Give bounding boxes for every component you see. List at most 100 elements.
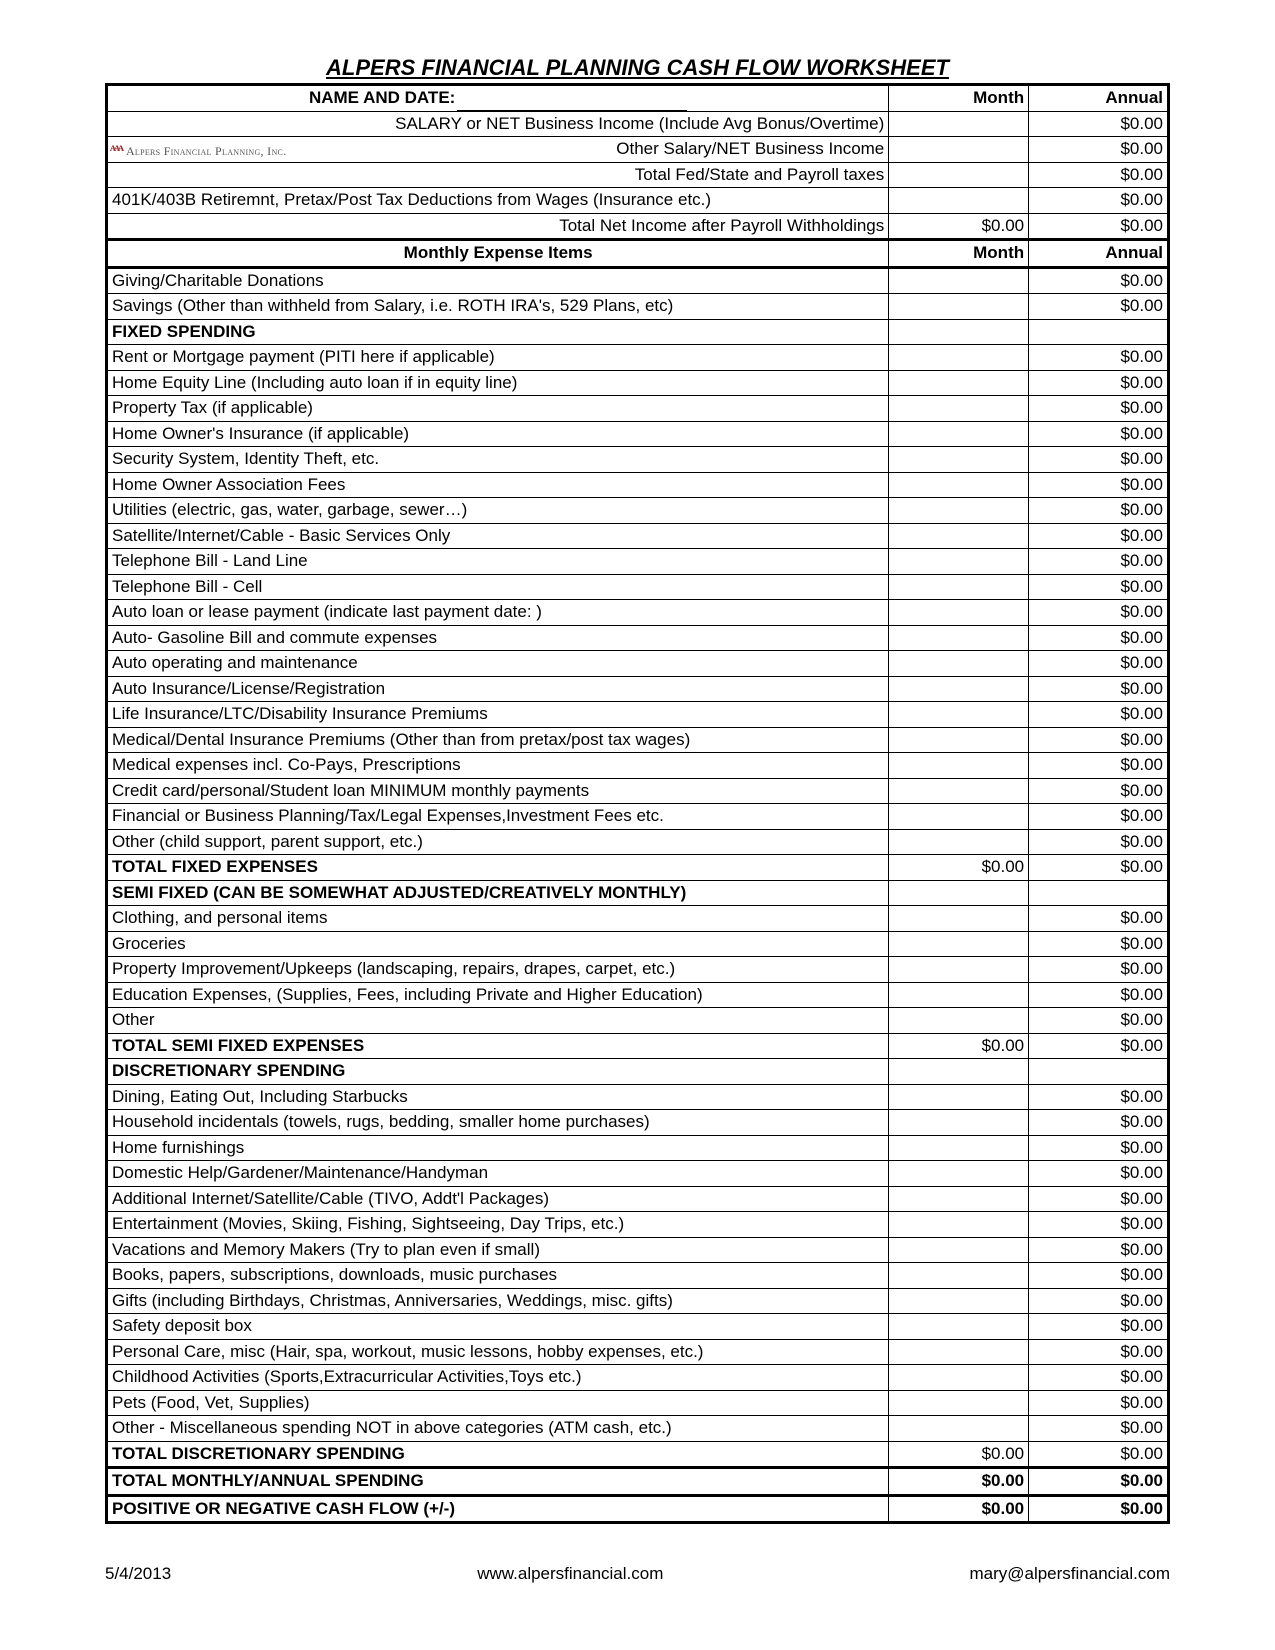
row-annual	[1029, 1059, 1169, 1085]
row-annual: $0.00	[1029, 778, 1169, 804]
name-date-label: NAME AND DATE:	[107, 85, 889, 112]
row-label: Entertainment (Movies, Skiing, Fishing, …	[107, 1212, 889, 1238]
row-month: $0.00	[889, 1441, 1029, 1468]
row-annual: $0.00	[1029, 625, 1169, 651]
row-annual: $0.00	[1029, 294, 1169, 320]
row-month	[889, 523, 1029, 549]
row-month	[889, 727, 1029, 753]
row-annual: $0.00	[1029, 396, 1169, 422]
row-label: Home Owner's Insurance (if applicable)	[107, 421, 889, 447]
row-annual: $0.00	[1029, 498, 1169, 524]
income-month: $0.00	[889, 213, 1029, 240]
header-annual: Annual	[1029, 85, 1169, 112]
page-footer: 5/4/2013 www.alpersfinancial.com mary@al…	[105, 1564, 1170, 1584]
row-label: Auto Insurance/License/Registration	[107, 676, 889, 702]
row-annual: $0.00	[1029, 1186, 1169, 1212]
row-month	[889, 498, 1029, 524]
row-month	[889, 1263, 1029, 1289]
row-month	[889, 574, 1029, 600]
row-month	[889, 753, 1029, 779]
row-label: TOTAL SEMI FIXED EXPENSES	[107, 1033, 889, 1059]
row-month	[889, 549, 1029, 575]
row-month	[889, 472, 1029, 498]
row-annual: $0.00	[1029, 600, 1169, 626]
row-month	[889, 1008, 1029, 1034]
income-annual: $0.00	[1029, 137, 1169, 163]
row-annual: $0.00	[1029, 345, 1169, 371]
row-month	[889, 957, 1029, 983]
row-label: Home furnishings	[107, 1135, 889, 1161]
row-annual: $0.00	[1029, 1365, 1169, 1391]
row-annual: $0.00	[1029, 370, 1169, 396]
row-annual: $0.00	[1029, 447, 1169, 473]
row-label: Safety deposit box	[107, 1314, 889, 1340]
row-annual	[1029, 880, 1169, 906]
row-annual: $0.00	[1029, 931, 1169, 957]
footer-date: 5/4/2013	[105, 1564, 171, 1584]
row-annual: $0.00	[1029, 1441, 1169, 1468]
row-label: Vacations and Memory Makers (Try to plan…	[107, 1237, 889, 1263]
row-month	[889, 600, 1029, 626]
row-label: Rent or Mortgage payment (PITI here if a…	[107, 345, 889, 371]
income-month	[889, 111, 1029, 137]
row-annual: $0.00	[1029, 702, 1169, 728]
row-label: FIXED SPENDING	[107, 319, 889, 345]
row-label: Childhood Activities (Sports,Extracurric…	[107, 1365, 889, 1391]
income-annual: $0.00	[1029, 162, 1169, 188]
row-month: $0.00	[889, 1033, 1029, 1059]
row-month	[889, 1059, 1029, 1085]
row-label: Security System, Identity Theft, etc.	[107, 447, 889, 473]
row-annual: $0.00	[1029, 804, 1169, 830]
row-label: TOTAL MONTHLY/ANNUAL SPENDING	[107, 1468, 889, 1496]
row-label: TOTAL FIXED EXPENSES	[107, 855, 889, 881]
row-annual: $0.00	[1029, 651, 1169, 677]
row-label: Auto- Gasoline Bill and commute expenses	[107, 625, 889, 651]
expense-header-label: Monthly Expense Items	[107, 240, 889, 268]
row-month	[889, 880, 1029, 906]
row-label: Telephone Bill - Cell	[107, 574, 889, 600]
row-month	[889, 396, 1029, 422]
row-month	[889, 625, 1029, 651]
row-month	[889, 1161, 1029, 1187]
row-month	[889, 1339, 1029, 1365]
row-month	[889, 651, 1029, 677]
row-annual: $0.00	[1029, 982, 1169, 1008]
row-month	[889, 447, 1029, 473]
row-month	[889, 931, 1029, 957]
row-annual: $0.00	[1029, 957, 1169, 983]
row-annual: $0.00	[1029, 1212, 1169, 1238]
row-label: Home Owner Association Fees	[107, 472, 889, 498]
row-label: Satellite/Internet/Cable - Basic Service…	[107, 523, 889, 549]
row-month	[889, 676, 1029, 702]
income-annual: $0.00	[1029, 188, 1169, 214]
row-label: Other - Miscellaneous spending NOT in ab…	[107, 1416, 889, 1442]
footer-email: mary@alpersfinancial.com	[969, 1564, 1170, 1584]
row-month	[889, 1084, 1029, 1110]
row-label: Additional Internet/Satellite/Cable (TIV…	[107, 1186, 889, 1212]
row-label: Books, papers, subscriptions, downloads,…	[107, 1263, 889, 1289]
row-annual: $0.00	[1029, 549, 1169, 575]
row-month	[889, 421, 1029, 447]
company-logo: ᴬᴬᴬAlpers Financial Planning, Inc.	[110, 139, 286, 162]
row-label: TOTAL DISCRETIONARY SPENDING	[107, 1441, 889, 1468]
row-annual: $0.00	[1029, 1008, 1169, 1034]
row-label: Clothing, and personal items	[107, 906, 889, 932]
row-annual: $0.00	[1029, 906, 1169, 932]
row-annual: $0.00	[1029, 753, 1169, 779]
row-label: Telephone Bill - Land Line	[107, 549, 889, 575]
row-label: DISCRETIONARY SPENDING	[107, 1059, 889, 1085]
row-annual: $0.00	[1029, 421, 1169, 447]
income-label: 401K/403B Retiremnt, Pretax/Post Tax Ded…	[107, 188, 889, 214]
expense-header-annual: Annual	[1029, 240, 1169, 268]
row-label: Medical/Dental Insurance Premiums (Other…	[107, 727, 889, 753]
row-label: Pets (Food, Vet, Supplies)	[107, 1390, 889, 1416]
row-annual: $0.00	[1029, 472, 1169, 498]
row-month	[889, 1416, 1029, 1442]
row-annual: $0.00	[1029, 1110, 1169, 1136]
row-month	[889, 1110, 1029, 1136]
income-label: Total Net Income after Payroll Withholdi…	[107, 213, 889, 240]
row-label: Property Improvement/Upkeeps (landscapin…	[107, 957, 889, 983]
row-label: SEMI FIXED (CAN BE SOMEWHAT ADJUSTED/CRE…	[107, 880, 889, 906]
row-label: POSITIVE OR NEGATIVE CASH FLOW (+/-)	[107, 1495, 889, 1523]
row-month	[889, 294, 1029, 320]
